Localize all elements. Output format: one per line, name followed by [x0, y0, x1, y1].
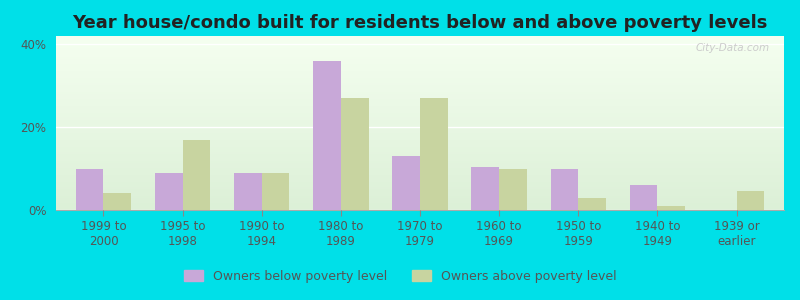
Bar: [578, 198, 606, 210]
Legend: Owners below poverty level, Owners above poverty level: Owners below poverty level, Owners above…: [179, 265, 621, 288]
Bar: [103, 194, 131, 210]
Bar: [341, 98, 369, 210]
Bar: [155, 173, 182, 210]
Bar: [262, 173, 290, 210]
Title: Year house/condo built for residents below and above poverty levels: Year house/condo built for residents bel…: [72, 14, 768, 32]
Bar: [630, 185, 658, 210]
Bar: [420, 98, 448, 210]
Bar: [76, 169, 103, 210]
Bar: [471, 167, 499, 210]
Bar: [737, 191, 764, 210]
Bar: [499, 169, 527, 210]
Bar: [550, 169, 578, 210]
Bar: [392, 156, 420, 210]
Bar: [313, 61, 341, 210]
Text: City-Data.com: City-Data.com: [695, 43, 770, 53]
Bar: [182, 140, 210, 210]
Bar: [658, 206, 685, 210]
Bar: [234, 173, 262, 210]
